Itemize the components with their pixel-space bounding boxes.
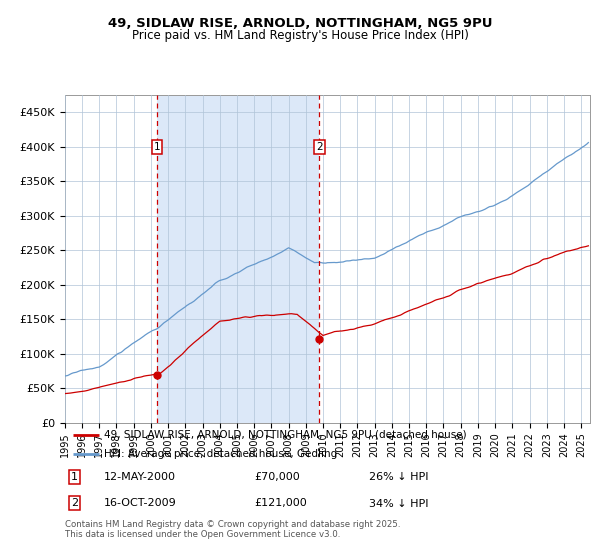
Text: 49, SIDLAW RISE, ARNOLD, NOTTINGHAM, NG5 9PU (detached house): 49, SIDLAW RISE, ARNOLD, NOTTINGHAM, NG5…: [104, 430, 467, 440]
Text: £121,000: £121,000: [254, 498, 307, 508]
Text: 16-OCT-2009: 16-OCT-2009: [104, 498, 177, 508]
Text: Price paid vs. HM Land Registry's House Price Index (HPI): Price paid vs. HM Land Registry's House …: [131, 29, 469, 42]
Text: 49, SIDLAW RISE, ARNOLD, NOTTINGHAM, NG5 9PU: 49, SIDLAW RISE, ARNOLD, NOTTINGHAM, NG5…: [108, 17, 492, 30]
Text: 12-MAY-2000: 12-MAY-2000: [104, 472, 176, 482]
Text: 1: 1: [71, 472, 78, 482]
Text: HPI: Average price, detached house, Gedling: HPI: Average price, detached house, Gedl…: [104, 449, 337, 459]
Text: £70,000: £70,000: [254, 472, 299, 482]
Text: 26% ↓ HPI: 26% ↓ HPI: [370, 472, 429, 482]
Text: 34% ↓ HPI: 34% ↓ HPI: [370, 498, 429, 508]
Text: 2: 2: [316, 142, 323, 152]
Bar: [157, 95, 319, 423]
Text: Contains HM Land Registry data © Crown copyright and database right 2025.
This d: Contains HM Land Registry data © Crown c…: [65, 520, 400, 539]
Text: 1: 1: [154, 142, 161, 152]
Text: 2: 2: [71, 498, 78, 508]
